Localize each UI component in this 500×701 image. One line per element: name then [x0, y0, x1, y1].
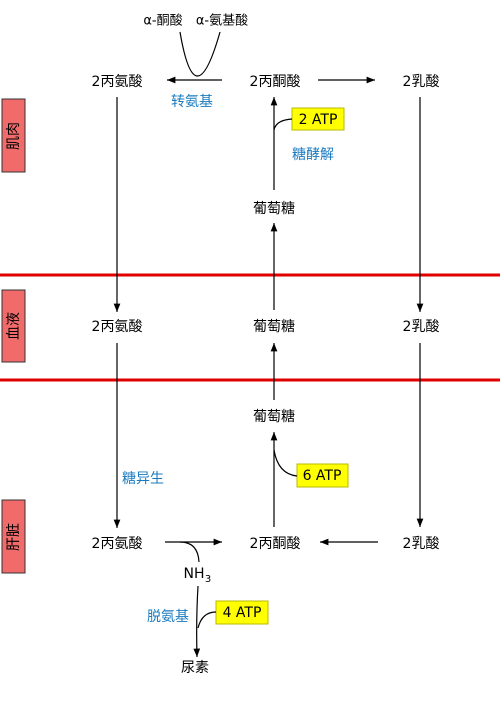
node: 2丙酮酸 [250, 536, 301, 552]
arrow [193, 585, 201, 658]
alpha-amino-acid: α-氨基酸 [196, 14, 248, 29]
atp-curve [273, 118, 293, 131]
node: 2乳酸 [403, 74, 440, 90]
deamination-curve [179, 541, 200, 563]
atp-label: 4 ATP [223, 605, 262, 621]
region-label: 肌肉 [6, 122, 22, 150]
atp-label: 6 ATP [303, 468, 342, 484]
process-label: 糖酵解 [292, 147, 334, 163]
alpha-keto-acid: α-酮酸 [143, 14, 182, 29]
node: 尿素 [181, 660, 209, 676]
node: 2丙酮酸 [250, 74, 301, 90]
node: 葡萄糖 [253, 201, 295, 217]
node: 2乳酸 [403, 536, 440, 552]
process-label: 转氨基 [171, 93, 213, 110]
process-label: 糖异生 [122, 471, 164, 487]
region-box [1, 98, 26, 173]
node: 2乳酸 [403, 319, 440, 335]
transamination-curve [179, 31, 221, 77]
region-box [1, 289, 26, 363]
region-label: 肝脏 [6, 523, 22, 551]
node: 2丙氨酸 [92, 536, 143, 552]
node: 葡萄糖 [253, 409, 295, 425]
node: 葡萄糖 [253, 319, 295, 335]
node: 2丙氨酸 [92, 319, 143, 335]
process-label: 脱氨基 [147, 608, 189, 625]
nh3: NH [184, 566, 205, 582]
atp-curve [197, 611, 217, 629]
nh3-subscript: 3 [205, 574, 211, 585]
atp-curve [273, 449, 298, 477]
region-box [1, 499, 26, 574]
region-label: 血液 [6, 312, 22, 340]
atp-label: 2 ATP [299, 112, 338, 128]
node: 2丙氨酸 [92, 74, 143, 90]
